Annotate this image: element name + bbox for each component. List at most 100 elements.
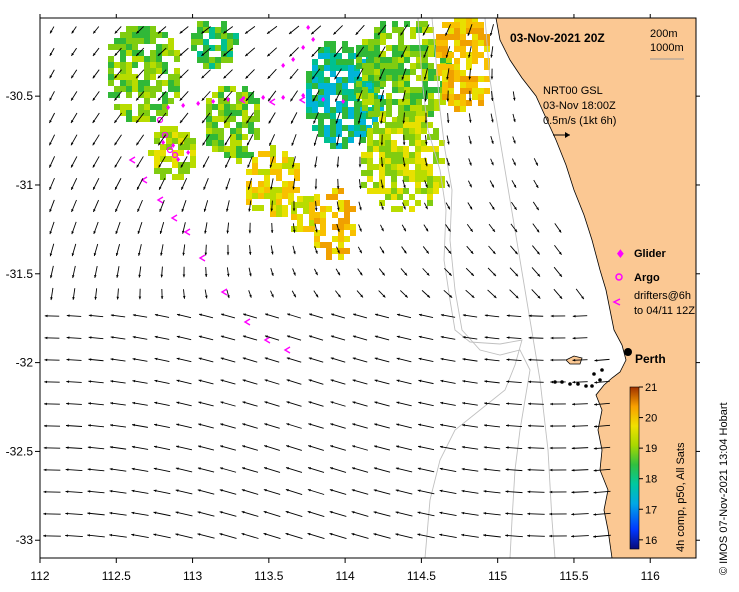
sst-pixel [138, 80, 144, 86]
current-arrow [71, 243, 77, 257]
current-arrow [159, 222, 165, 234]
sst-pixel [342, 65, 348, 71]
current-arrow [358, 156, 362, 168]
current-arrow [489, 180, 495, 188]
current-arrow [71, 199, 77, 213]
sst-pixel [120, 38, 126, 44]
sst-pixel [404, 81, 410, 87]
sst-pixel [362, 39, 368, 45]
current-arrow [505, 534, 523, 538]
sst-pixel [336, 59, 342, 65]
current-arrow [290, 112, 298, 124]
current-arrow [352, 313, 368, 319]
current-arrow [263, 511, 281, 517]
sst-pixel [203, 57, 209, 63]
mooring-dot [568, 382, 572, 386]
current-arrow [445, 202, 451, 210]
sst-pixel [478, 76, 484, 82]
sst-pixel [108, 68, 114, 74]
sst-pixel [336, 77, 342, 83]
sst-pixel [236, 92, 242, 98]
sst-pixel [218, 98, 224, 104]
sst-pixel [385, 146, 391, 152]
sst-pixel [342, 59, 348, 65]
current-arrow [116, 266, 120, 278]
current-arrow [87, 512, 105, 516]
sst-pixel [373, 128, 379, 134]
sst-pixel [360, 125, 366, 131]
sst-pixel [230, 146, 236, 152]
sst-pixel [162, 32, 168, 38]
current-arrow [351, 511, 369, 517]
sst-pixel [460, 100, 466, 106]
sst-pixel [282, 157, 288, 163]
sst-pixel [150, 32, 156, 38]
sst-pixel [342, 101, 348, 107]
sst-pixel [368, 45, 374, 51]
current-arrow [247, 156, 253, 168]
current-arrow [554, 223, 562, 233]
sst-pixel [398, 111, 404, 117]
sst-pixel [144, 98, 150, 104]
sst-pixel [427, 170, 433, 176]
sst-pixel [221, 57, 227, 63]
sst-pixel [448, 64, 454, 70]
current-arrow [225, 178, 231, 190]
sst-pixel [379, 164, 385, 170]
sst-pixel [218, 116, 224, 122]
sst-pixel [460, 94, 466, 100]
sst-pixel [403, 158, 409, 164]
sst-pixel [348, 77, 354, 83]
current-arrow [220, 401, 236, 407]
sst-pixel [367, 146, 373, 152]
sst-pixel [416, 99, 422, 105]
depth-label-200m: 200m [650, 28, 678, 40]
x-tick-label: 115.5 [559, 569, 588, 583]
sst-pixel [410, 99, 416, 105]
current-arrow [269, 156, 275, 168]
sst-pixel [342, 89, 348, 95]
sst-pixel [309, 226, 315, 232]
sst-pixel [421, 146, 427, 152]
current-arrow [222, 26, 234, 34]
sst-pixel [338, 206, 344, 212]
sst-pixel [203, 21, 209, 27]
current-arrow [223, 90, 233, 102]
current-arrow [92, 112, 100, 124]
sst-pixel [150, 56, 156, 62]
current-arrow [444, 267, 452, 277]
current-arrow [176, 313, 192, 319]
sst-pixel [212, 146, 218, 152]
sst-pixel [348, 47, 354, 53]
current-arrow [70, 134, 78, 146]
sst-pixel [252, 205, 258, 211]
current-arrow [333, 46, 343, 58]
sst-pixel [348, 107, 354, 113]
sst-pixel [144, 68, 150, 74]
sst-pixel [433, 176, 439, 182]
sst-pixel [209, 33, 215, 39]
current-arrow [109, 511, 127, 516]
sst-pixel [190, 162, 196, 168]
perth-marker: Perth [624, 348, 666, 366]
current-arrow [197, 511, 215, 517]
sst-pixel [330, 119, 336, 125]
legend-drifters: drifters@6h to 04/11 12Z [612, 290, 695, 317]
current-arrow [248, 290, 252, 298]
sst-pixel [404, 111, 410, 117]
current-arrow [402, 134, 406, 146]
current-arrow [242, 445, 258, 451]
current-arrow [311, 46, 321, 58]
current-arrow [418, 313, 434, 318]
sst-pixel [354, 113, 360, 119]
sst-pixel [306, 95, 312, 101]
sst-pixel [197, 33, 203, 39]
current-arrow [109, 489, 127, 494]
sst-pixel [324, 101, 330, 107]
current-arrow [114, 26, 122, 34]
sst-pixel [374, 51, 380, 57]
sst-pixel [391, 122, 397, 128]
current-arrow [154, 357, 170, 362]
sst-pixel [428, 45, 434, 51]
current-arrow [66, 336, 82, 340]
